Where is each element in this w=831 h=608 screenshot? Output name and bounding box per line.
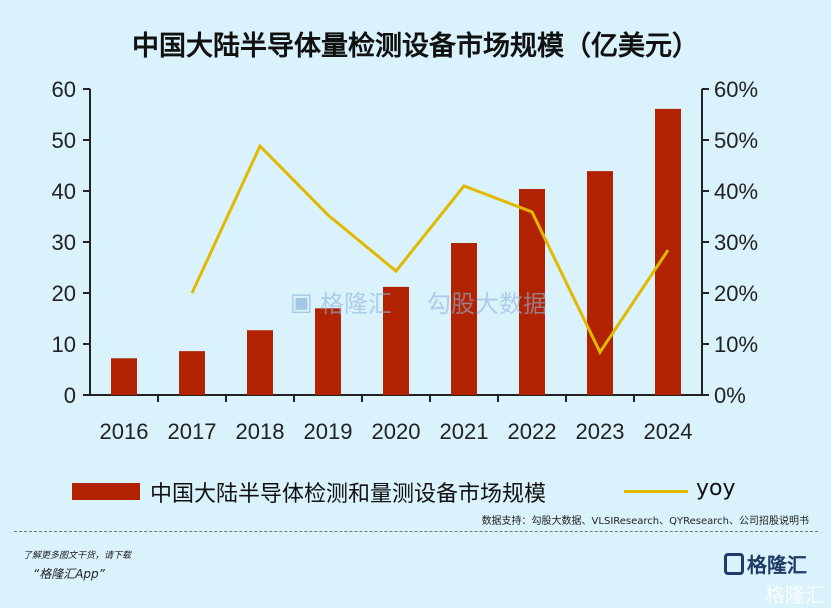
x-tick-label: 2016	[100, 419, 149, 444]
watermark-gelonghui-text: 格隆汇	[320, 290, 392, 318]
x-tick-label: 2022	[508, 419, 557, 444]
source-note: 数据支持：勾股大数据、VLSIResearch、QYResearch、公司招股说…	[482, 512, 809, 527]
right-tick-label: 60%	[714, 77, 758, 102]
x-tick-label: 2018	[236, 419, 285, 444]
legend-line-swatch	[624, 490, 688, 493]
chart: 0 10 20 30 40 50 60 0% 10% 20% 30% 40% 50% 60% 2016 201…	[0, 0, 831, 470]
x-tick-label: 2017	[168, 419, 217, 444]
promo-text: 了解更多图文干货，请下载	[23, 548, 131, 561]
right-tick-label: 50%	[714, 128, 758, 153]
right-tick-label: 0%	[714, 383, 746, 408]
bar-2019	[315, 308, 341, 395]
x-tick-label: 2019	[304, 419, 353, 444]
x-tick-label: 2020	[372, 419, 421, 444]
gelonghui-logo: 格隆汇	[724, 549, 807, 578]
x-tick-label: 2021	[440, 419, 489, 444]
corner-watermark: 格隆汇	[765, 579, 825, 608]
watermark-gogudata-text: 勾股大数据	[427, 290, 547, 318]
legend: 中国大陆半导体检测和量测设备市场规模 yoy	[0, 476, 831, 506]
legend-bar-swatch	[72, 483, 140, 500]
left-tick-label: 20	[52, 281, 76, 306]
right-tick-label: 40%	[714, 179, 758, 204]
divider	[14, 531, 818, 532]
right-tick-label: 10%	[714, 332, 758, 357]
logo-g-icon	[724, 553, 744, 575]
bar-2017	[179, 351, 205, 395]
left-tick-label: 10	[52, 332, 76, 357]
left-tick-label: 60	[52, 77, 76, 102]
left-tick-label: 50	[52, 128, 76, 153]
bar-2023	[587, 171, 613, 395]
bar-2016	[111, 358, 137, 395]
x-tick-label: 2024	[644, 419, 693, 444]
right-tick-label: 20%	[714, 281, 758, 306]
right-tick-label: 30%	[714, 230, 758, 255]
promo-app: “格隆汇App”	[33, 565, 105, 582]
left-tick-label: 40	[52, 179, 76, 204]
x-tick-label: 2023	[576, 419, 625, 444]
legend-bar-label: 中国大陆半导体检测和量测设备市场规模	[150, 476, 546, 508]
legend-line-label: yoy	[696, 476, 736, 501]
left-tick-label: 0	[64, 383, 76, 408]
logo-text: 格隆汇	[747, 549, 807, 578]
bar-2021	[451, 243, 477, 395]
bar-2018	[247, 330, 273, 395]
left-tick-label: 30	[52, 230, 76, 255]
